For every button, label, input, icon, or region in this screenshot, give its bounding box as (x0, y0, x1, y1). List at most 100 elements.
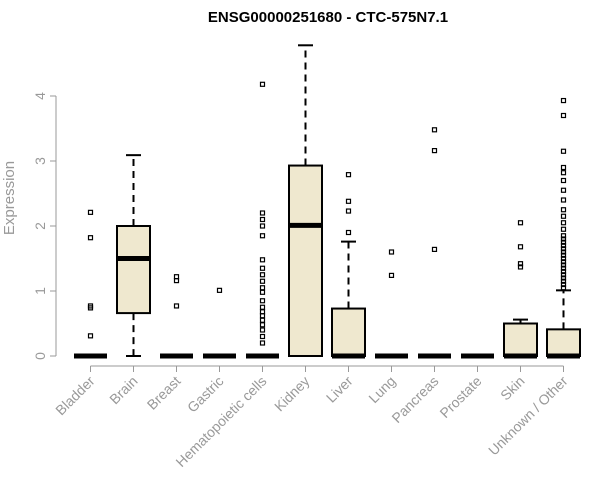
box-iqr (288, 164, 323, 357)
outlier-point (345, 198, 352, 204)
plot-area (74, 44, 581, 359)
outlier-point (560, 213, 567, 219)
outlier-point (388, 249, 395, 255)
outlier-point (560, 285, 567, 291)
outlier-point (259, 298, 266, 304)
outlier-point (560, 220, 567, 226)
outlier-point (517, 261, 524, 267)
box-group (246, 81, 279, 359)
outlier-point (173, 303, 180, 309)
outlier-point (560, 272, 567, 278)
outlier-point (560, 226, 567, 232)
x-tick-label: Brain (106, 373, 140, 407)
box-group (331, 172, 366, 359)
outlier-point (560, 249, 567, 255)
outlier-point (560, 233, 567, 239)
outlier-point (259, 304, 266, 310)
box-iqr (116, 225, 151, 315)
outlier-point (560, 246, 567, 252)
outlier-point (259, 81, 266, 87)
outlier-point (87, 303, 94, 309)
outlier-point (560, 177, 567, 184)
outlier-point (560, 112, 567, 119)
box-group (288, 44, 323, 357)
outlier-point (560, 262, 567, 268)
outlier-point (87, 209, 94, 215)
outlier-point (259, 216, 266, 223)
outlier-point (560, 187, 567, 193)
box-group (546, 97, 581, 359)
outlier-point (259, 333, 266, 340)
outlier-point (560, 236, 567, 242)
outlier-point (560, 265, 567, 271)
outlier-point (517, 244, 524, 250)
outlier-point (259, 257, 266, 263)
box-group (116, 154, 151, 357)
outlier-point (560, 170, 567, 176)
outlier-point (216, 287, 223, 293)
outlier-point (259, 322, 266, 328)
outlier-point (259, 317, 266, 323)
x-tick-label: Unknown / Other (485, 373, 571, 459)
outlier-point (560, 268, 567, 275)
x-tick-label: Prostate (436, 373, 484, 421)
outlier-point (87, 235, 94, 241)
outlier-point (259, 210, 266, 216)
box-group (74, 209, 107, 359)
outlier-point (517, 220, 524, 226)
chart-title: ENSG00000251680 - CTC-575N7.1 (208, 9, 448, 26)
outlier-point (560, 278, 567, 284)
outlier-point (259, 278, 266, 284)
outlier-point (259, 327, 266, 333)
outlier-point (173, 274, 180, 280)
outlier-point (345, 229, 352, 236)
box-iqr (331, 307, 366, 357)
y-tick-label: 3 (32, 157, 48, 165)
y-tick-label: 0 (32, 352, 48, 360)
y-tick-label: 4 (32, 92, 48, 100)
outlier-point (560, 259, 567, 265)
outlier-point (87, 333, 94, 339)
outlier-point (431, 148, 438, 154)
outlier-point (259, 265, 266, 271)
outlier-point (560, 148, 567, 154)
x-tick-label: Pancreas (388, 373, 441, 426)
y-tick-label: 1 (32, 287, 48, 295)
outlier-point (560, 242, 567, 249)
outlier-point (560, 164, 567, 171)
x-tick-label: Gastric (184, 373, 227, 416)
outlier-point (560, 255, 567, 262)
outlier-point (259, 223, 266, 229)
outlier-point (560, 275, 567, 281)
box-group (160, 274, 193, 359)
outlier-point (560, 239, 567, 245)
y-axis-label: Expression (1, 161, 18, 235)
y-tick-label: 2 (32, 222, 48, 230)
box-group (375, 249, 408, 359)
x-tick-label: Skin (497, 373, 528, 404)
y-axis: 0 1 2 3 4 (32, 92, 57, 360)
outlier-point (560, 197, 567, 203)
x-tick-label: Bladder (52, 373, 98, 419)
outlier-point (431, 246, 438, 252)
outlier-point (388, 272, 395, 278)
outlier-point (259, 272, 266, 278)
x-tick-label: Lung (365, 373, 398, 406)
outlier-point (259, 340, 266, 346)
outlier-point (345, 172, 352, 178)
box-group (418, 127, 451, 359)
outlier-point (259, 285, 266, 291)
outlier-point (560, 97, 567, 104)
outlier-point (345, 208, 352, 214)
box-iqr (546, 328, 581, 358)
x-tick-label: Breast (144, 373, 184, 413)
outlier-point (560, 252, 567, 258)
outlier-point (431, 127, 438, 133)
box-group (203, 287, 236, 359)
box-iqr (503, 322, 538, 357)
outlier-point (259, 233, 266, 239)
outlier-point (560, 207, 567, 213)
outlier-point (259, 289, 266, 295)
